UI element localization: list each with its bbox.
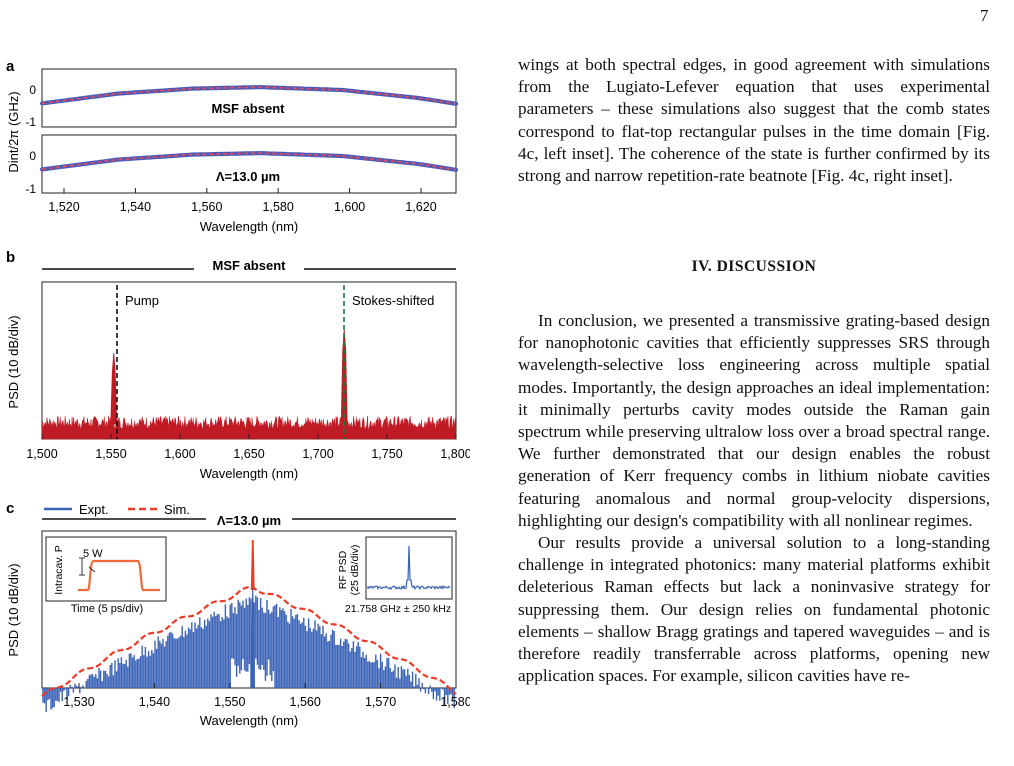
xtick-label: 1,800 — [440, 447, 470, 461]
dint-curve-msf-absent — [39, 84, 459, 106]
panel-b-xlabel: Wavelength (nm) — [200, 466, 299, 481]
paragraph-results-universal: Our results provide a universal solution… — [518, 533, 990, 686]
xtick-label: 1,620 — [405, 200, 436, 214]
pulse-trace — [78, 559, 160, 592]
pump-peak — [110, 352, 118, 425]
expt-center-peak — [250, 548, 255, 688]
panel-b-ylabel: PSD (10 dB/div) — [6, 315, 21, 408]
xtick-label: 1,600 — [334, 200, 365, 214]
legend-sim: Sim. — [164, 502, 190, 517]
inset-right: RF PSD (25 dB/div) 21.758 GHz ± 250 kHz — [337, 536, 453, 615]
inset-left: 5 W Intracav. P Time (5 ps/div) — [45, 536, 167, 615]
ytick-a1-0: 0 — [29, 83, 36, 97]
xtick-label: 1,580 — [440, 695, 470, 709]
panel-c-xlabel: Wavelength (nm) — [200, 713, 299, 728]
paragraph-conclusion: In conclusion, we presented a transmissi… — [518, 311, 990, 530]
panel-a-xticks: 1,520 1,540 1,560 1,580 1,600 1,620 — [48, 188, 437, 214]
rf-trace — [367, 545, 451, 591]
pump-label: Pump — [125, 293, 159, 308]
figure-svg: a MSF absent 0 -1 Λ=13.0 µm 0 -1 Dint/2π… — [6, 58, 470, 728]
panel-a-letter: a — [6, 58, 15, 75]
inset-right-ylabel1: RF PSD — [337, 550, 349, 589]
sim-center-peak — [250, 539, 255, 591]
sim-envelope — [41, 539, 457, 697]
xtick-label: 1,570 — [365, 695, 396, 709]
xtick-label: 1,580 — [263, 200, 294, 214]
panel-b-letter: b — [6, 249, 15, 266]
xtick-label: 1,560 — [290, 695, 321, 709]
xtick-label: 1,550 — [95, 447, 126, 461]
panel-c-header: Λ=13.0 µm — [217, 513, 281, 528]
subplot-label-msf-absent: MSF absent — [212, 101, 286, 116]
xtick-label: 1,750 — [371, 447, 402, 461]
dint-fit-line — [41, 152, 457, 171]
xtick-label: 1,700 — [302, 447, 333, 461]
panel-a-ylabel: Dint/2π (GHz) — [6, 91, 21, 172]
ytick-a2-neg1: -1 — [25, 182, 36, 196]
xtick-label: 1,530 — [63, 695, 94, 709]
xtick-label: 1,540 — [120, 200, 151, 214]
sim-envelope-line — [41, 585, 457, 697]
inset-right-xlabel: 21.758 GHz ± 250 kHz — [345, 603, 451, 615]
page-number: 7 — [980, 6, 989, 25]
dint-fit-line — [41, 86, 457, 105]
xtick-label: 1,550 — [214, 695, 245, 709]
panel-c-xticks: 1,530 1,540 1,550 1,560 1,570 1,580 — [63, 683, 470, 709]
inset-left-xlabel: Time (5 ps/div) — [71, 603, 143, 615]
stokes-label: Stokes-shifted — [352, 293, 434, 308]
subplot-label-lambda13: Λ=13.0 µm — [216, 169, 280, 184]
xtick-label: 1,600 — [164, 447, 195, 461]
ytick-a2-0: 0 — [29, 149, 36, 163]
psd-trace — [41, 329, 457, 440]
panel-a-xlabel: Wavelength (nm) — [200, 219, 299, 234]
panel-b-xticks: 1,500 1,550 1,600 1,650 1,700 1,750 1,800 — [26, 434, 470, 461]
inset-scale-label: 5 W — [83, 548, 103, 560]
panel-a-subplot-1: MSF absent 0 -1 — [25, 68, 459, 129]
paragraph-results-end: wings at both spectral edges, in good ag… — [518, 55, 990, 186]
xtick-label: 1,520 — [48, 200, 79, 214]
legend-expt: Expt. — [79, 502, 109, 517]
panel-c-ylabel: PSD (10 dB/div) — [6, 563, 21, 656]
xtick-label: 1,560 — [191, 200, 222, 214]
xtick-label: 1,540 — [139, 695, 170, 709]
panel-b-header: MSF absent — [213, 258, 287, 273]
xtick-label: 1,500 — [26, 447, 57, 461]
section-heading-discussion: IV. DISCUSSION — [691, 258, 817, 275]
inset-right-ylabel2: (25 dB/div) — [349, 545, 361, 596]
panel-c-letter: c — [6, 500, 14, 517]
inset-left-ylabel: Intracav. P — [53, 545, 65, 594]
figure-4: a MSF absent 0 -1 Λ=13.0 µm 0 -1 Dint/2π… — [0, 0, 470, 766]
rf-beatnote — [367, 545, 451, 591]
panel-c-legend: Expt. Sim. — [44, 502, 190, 517]
panel-c-axes — [41, 530, 457, 689]
discussion-body: In conclusion, we presented a transmissi… — [518, 310, 990, 687]
dint-curve-lambda13 — [39, 150, 459, 172]
ytick-a1-neg1: -1 — [25, 115, 36, 129]
panel-a-subplot-2: Λ=13.0 µm 0 -1 — [25, 134, 459, 196]
xtick-label: 1,650 — [233, 447, 264, 461]
